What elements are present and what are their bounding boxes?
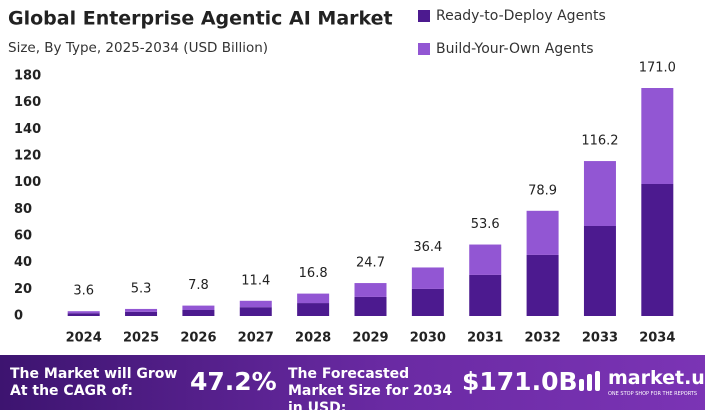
x-tick-label: 2028 (295, 331, 331, 346)
bar-segment (297, 293, 330, 304)
y-tick-label: 100 (14, 175, 41, 190)
cagr-text: The Market will Grow At the CAGR of: (10, 366, 178, 399)
total-label: 7.8 (188, 278, 209, 293)
total-label: 36.4 (413, 240, 442, 255)
x-tick-label: 2034 (639, 331, 675, 346)
x-tick-label: 2031 (467, 331, 503, 346)
total-label: 171.0 (639, 61, 676, 76)
bar-segment (182, 305, 215, 310)
y-tick-label: 160 (14, 95, 41, 110)
total-label: 5.3 (131, 281, 152, 296)
bar-segment (469, 244, 502, 275)
legend-swatch (418, 43, 430, 55)
bar-segment (583, 226, 616, 316)
bar-segment (182, 310, 215, 316)
total-label: 16.8 (299, 266, 328, 281)
bar-segment (469, 274, 502, 316)
x-tick-label: 2030 (410, 331, 446, 346)
bar-segment (411, 288, 444, 316)
bar-segment (239, 300, 272, 308)
bar-segment (526, 254, 559, 316)
bar-segment (354, 296, 387, 316)
x-tick-label: 2032 (524, 331, 560, 346)
footer-banner: The Market will Grow At the CAGR of: 47.… (0, 355, 705, 410)
forecast-value: $171.0B (462, 367, 578, 396)
tagline: ONE STOP SHOP FOR THE REPORTS (608, 391, 698, 397)
bar-segment (67, 313, 100, 316)
forecast-text: The Forecasted Market Size for 2034 in U… (288, 366, 453, 410)
total-label: 3.6 (73, 284, 94, 299)
y-tick-label: 140 (14, 122, 41, 137)
legend-swatch (418, 10, 430, 22)
total-label: 24.7 (356, 256, 385, 271)
x-tick-label: 2024 (66, 331, 102, 346)
bar-segment (411, 267, 444, 289)
y-tick-label: 120 (14, 149, 41, 164)
brand: market.us (608, 367, 705, 389)
brand-logo (579, 371, 600, 391)
chart-title: Global Enterprise Agentic AI Market (8, 8, 393, 30)
chart-subtitle: Size, By Type, 2025-2034 (USD Billion) (8, 40, 268, 56)
legend-label: Ready-to-Deploy Agents (436, 8, 606, 24)
bar-segment (239, 307, 272, 316)
x-tick-label: 2033 (582, 331, 618, 346)
total-label: 116.2 (581, 134, 618, 149)
y-tick-label: 40 (14, 255, 32, 270)
y-tick-label: 20 (14, 282, 32, 297)
y-tick-label: 80 (14, 202, 32, 217)
bar-segment (67, 311, 100, 314)
bar-segment (125, 308, 158, 312)
x-tick-label: 2027 (238, 331, 274, 346)
y-tick-label: 0 (14, 309, 23, 324)
legend-label: Build-Your-Own Agents (436, 41, 594, 57)
x-tick-label: 2025 (123, 331, 159, 346)
bar-segment (354, 283, 387, 297)
x-tick-label: 2026 (180, 331, 216, 346)
bar-segment (641, 184, 674, 316)
bar-segment (583, 161, 616, 226)
chart: Global Enterprise Agentic AI Market Size… (8, 8, 676, 346)
bar-segment (641, 88, 674, 184)
total-label: 53.6 (471, 217, 500, 232)
y-tick-label: 180 (14, 69, 41, 84)
cagr-value: 47.2% (190, 367, 277, 396)
y-tick-label: 60 (14, 229, 32, 244)
bar-segment (125, 311, 158, 316)
total-label: 11.4 (241, 273, 270, 288)
bar-segment (297, 303, 330, 316)
x-tick-label: 2029 (352, 331, 388, 346)
total-label: 78.9 (528, 183, 557, 198)
bar-segment (526, 210, 559, 255)
